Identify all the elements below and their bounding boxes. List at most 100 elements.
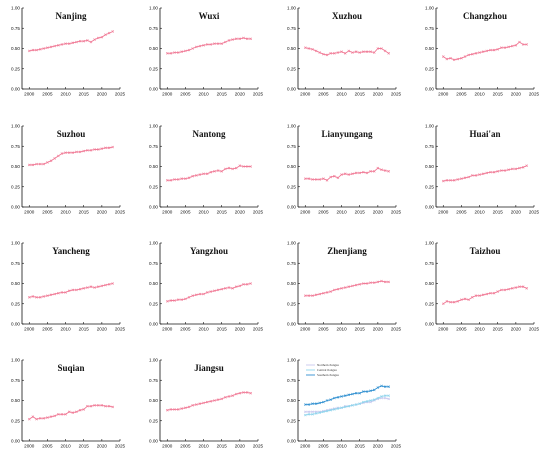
- series-line: [443, 287, 526, 304]
- x-tick-label: 2020: [511, 92, 522, 97]
- y-tick-label: 0.00: [425, 87, 434, 92]
- x-tick-label: 2025: [253, 444, 264, 449]
- x-tick-label: 2010: [336, 210, 347, 215]
- x-tick-label: 2010: [198, 210, 209, 215]
- series-line: [443, 166, 526, 181]
- panel-4: 0.000.250.500.751.002000 2005 2010 2015 2020…: [11, 124, 126, 215]
- x-tick-label: 2015: [217, 444, 228, 449]
- x-tick-label: 2000: [24, 92, 35, 97]
- x-tick-label: 2015: [79, 444, 90, 449]
- x-tick-label: 2015: [79, 327, 90, 332]
- panel-0: 0.000.250.500.751.002000 2005 2010 2015 2020…: [11, 6, 126, 97]
- y-tick-label: 0.50: [11, 398, 20, 403]
- y-tick-label: 0.00: [287, 205, 296, 210]
- x-tick-label: 2015: [355, 92, 366, 97]
- series-line: [29, 405, 112, 419]
- x-tick-label: 2015: [493, 327, 504, 332]
- x-tick-label: 2025: [391, 444, 402, 449]
- x-tick-label: 2025: [115, 327, 126, 332]
- x-tick-label: 2025: [115, 210, 126, 215]
- y-tick-label: 0.75: [287, 378, 296, 383]
- panel-10: 0.000.250.500.751.002000 2005 2010 2015 2020…: [287, 241, 402, 332]
- y-tick-label: 0.00: [425, 205, 434, 210]
- y-tick-label: 0.75: [287, 261, 296, 266]
- x-tick-label: 2005: [180, 444, 191, 449]
- legend-label: Northern Jiangsu: [317, 363, 339, 367]
- y-tick-label: 1.00: [287, 241, 296, 246]
- x-tick-label: 2000: [162, 92, 173, 97]
- panel-13: 0.000.250.500.751.002000 2005 2010 2015 2020…: [149, 358, 264, 449]
- x-tick-label: 2015: [355, 327, 366, 332]
- y-tick-label: 0.25: [149, 418, 158, 423]
- x-tick-label: 2010: [60, 444, 71, 449]
- y-tick-label: 0.75: [149, 144, 158, 149]
- x-tick-label: 2000: [162, 444, 173, 449]
- x-tick-label: 2005: [42, 210, 53, 215]
- x-tick-label: 2025: [253, 327, 264, 332]
- x-tick-label: 2025: [529, 210, 540, 215]
- y-tick-label: 1.00: [149, 124, 158, 129]
- y-tick-label: 0.50: [149, 164, 158, 169]
- panel-12: 0.000.250.500.751.002000 2005 2010 2015 2020…: [11, 358, 126, 449]
- y-tick-label: 0.75: [149, 261, 158, 266]
- y-tick-label: 0.50: [149, 46, 158, 51]
- x-tick-label: 2015: [79, 92, 90, 97]
- y-tick-label: 0.75: [425, 144, 434, 149]
- panel-2: 0.000.250.500.751.002000 2005 2010 2015 2020…: [287, 6, 402, 97]
- x-tick-label: 2020: [235, 327, 246, 332]
- x-tick-label: 2010: [474, 210, 485, 215]
- x-tick-label: 2005: [42, 444, 53, 449]
- y-tick-label: 0.25: [11, 418, 20, 423]
- y-tick-label: 0.25: [149, 66, 158, 71]
- x-tick-label: 2025: [391, 210, 402, 215]
- y-tick-label: 0.50: [11, 281, 20, 286]
- x-tick-label: 2020: [235, 92, 246, 97]
- y-tick-label: 0.00: [287, 322, 296, 327]
- x-tick-label: 2000: [24, 327, 35, 332]
- y-tick-label: 0.25: [287, 301, 296, 306]
- y-tick-label: 0.50: [11, 46, 20, 51]
- x-tick-label: 2015: [493, 92, 504, 97]
- x-tick-label: 2025: [529, 327, 540, 332]
- y-tick-label: 1.00: [149, 358, 158, 363]
- y-tick-label: 0.75: [11, 378, 20, 383]
- y-tick-label: 1.00: [287, 124, 296, 129]
- x-tick-label: 2025: [253, 92, 264, 97]
- y-tick-label: 0.50: [287, 398, 296, 403]
- x-tick-label: 2000: [24, 210, 35, 215]
- x-tick-label: 2010: [198, 92, 209, 97]
- x-tick-label: 2015: [493, 210, 504, 215]
- x-tick-label: 2020: [235, 210, 246, 215]
- y-tick-label: 0.50: [287, 281, 296, 286]
- series-line: [167, 38, 250, 53]
- x-tick-label: 2000: [300, 444, 311, 449]
- panel-title: Lianyungang: [321, 129, 373, 139]
- x-tick-label: 2005: [42, 92, 53, 97]
- y-tick-label: 0.75: [287, 26, 296, 31]
- y-tick-label: 0.00: [425, 322, 434, 327]
- y-tick-label: 0.75: [149, 26, 158, 31]
- panel-title: Nanjing: [55, 11, 87, 21]
- y-tick-label: 1.00: [149, 241, 158, 246]
- y-tick-label: 1.00: [287, 6, 296, 11]
- series-line: [443, 42, 526, 60]
- series-line: [305, 386, 388, 405]
- panel-1: 0.000.250.500.751.002000 2005 2010 2015 2020…: [149, 6, 264, 97]
- y-tick-label: 0.25: [287, 418, 296, 423]
- y-tick-label: 1.00: [11, 358, 20, 363]
- series-line: [305, 48, 388, 55]
- x-tick-label: 2005: [318, 92, 329, 97]
- x-tick-label: 2010: [474, 92, 485, 97]
- x-tick-label: 2005: [318, 327, 329, 332]
- y-tick-label: 0.00: [287, 87, 296, 92]
- y-tick-label: 1.00: [11, 6, 20, 11]
- x-tick-label: 2020: [373, 444, 384, 449]
- panel-5: 0.000.250.500.751.002000 2005 2010 2015 2020…: [149, 124, 264, 215]
- y-tick-label: 1.00: [425, 124, 434, 129]
- y-tick-label: 0.50: [425, 281, 434, 286]
- x-tick-label: 2010: [474, 327, 485, 332]
- series-line: [29, 147, 112, 165]
- x-tick-label: 2005: [456, 210, 467, 215]
- series-line: [167, 392, 250, 410]
- y-tick-label: 0.75: [11, 144, 20, 149]
